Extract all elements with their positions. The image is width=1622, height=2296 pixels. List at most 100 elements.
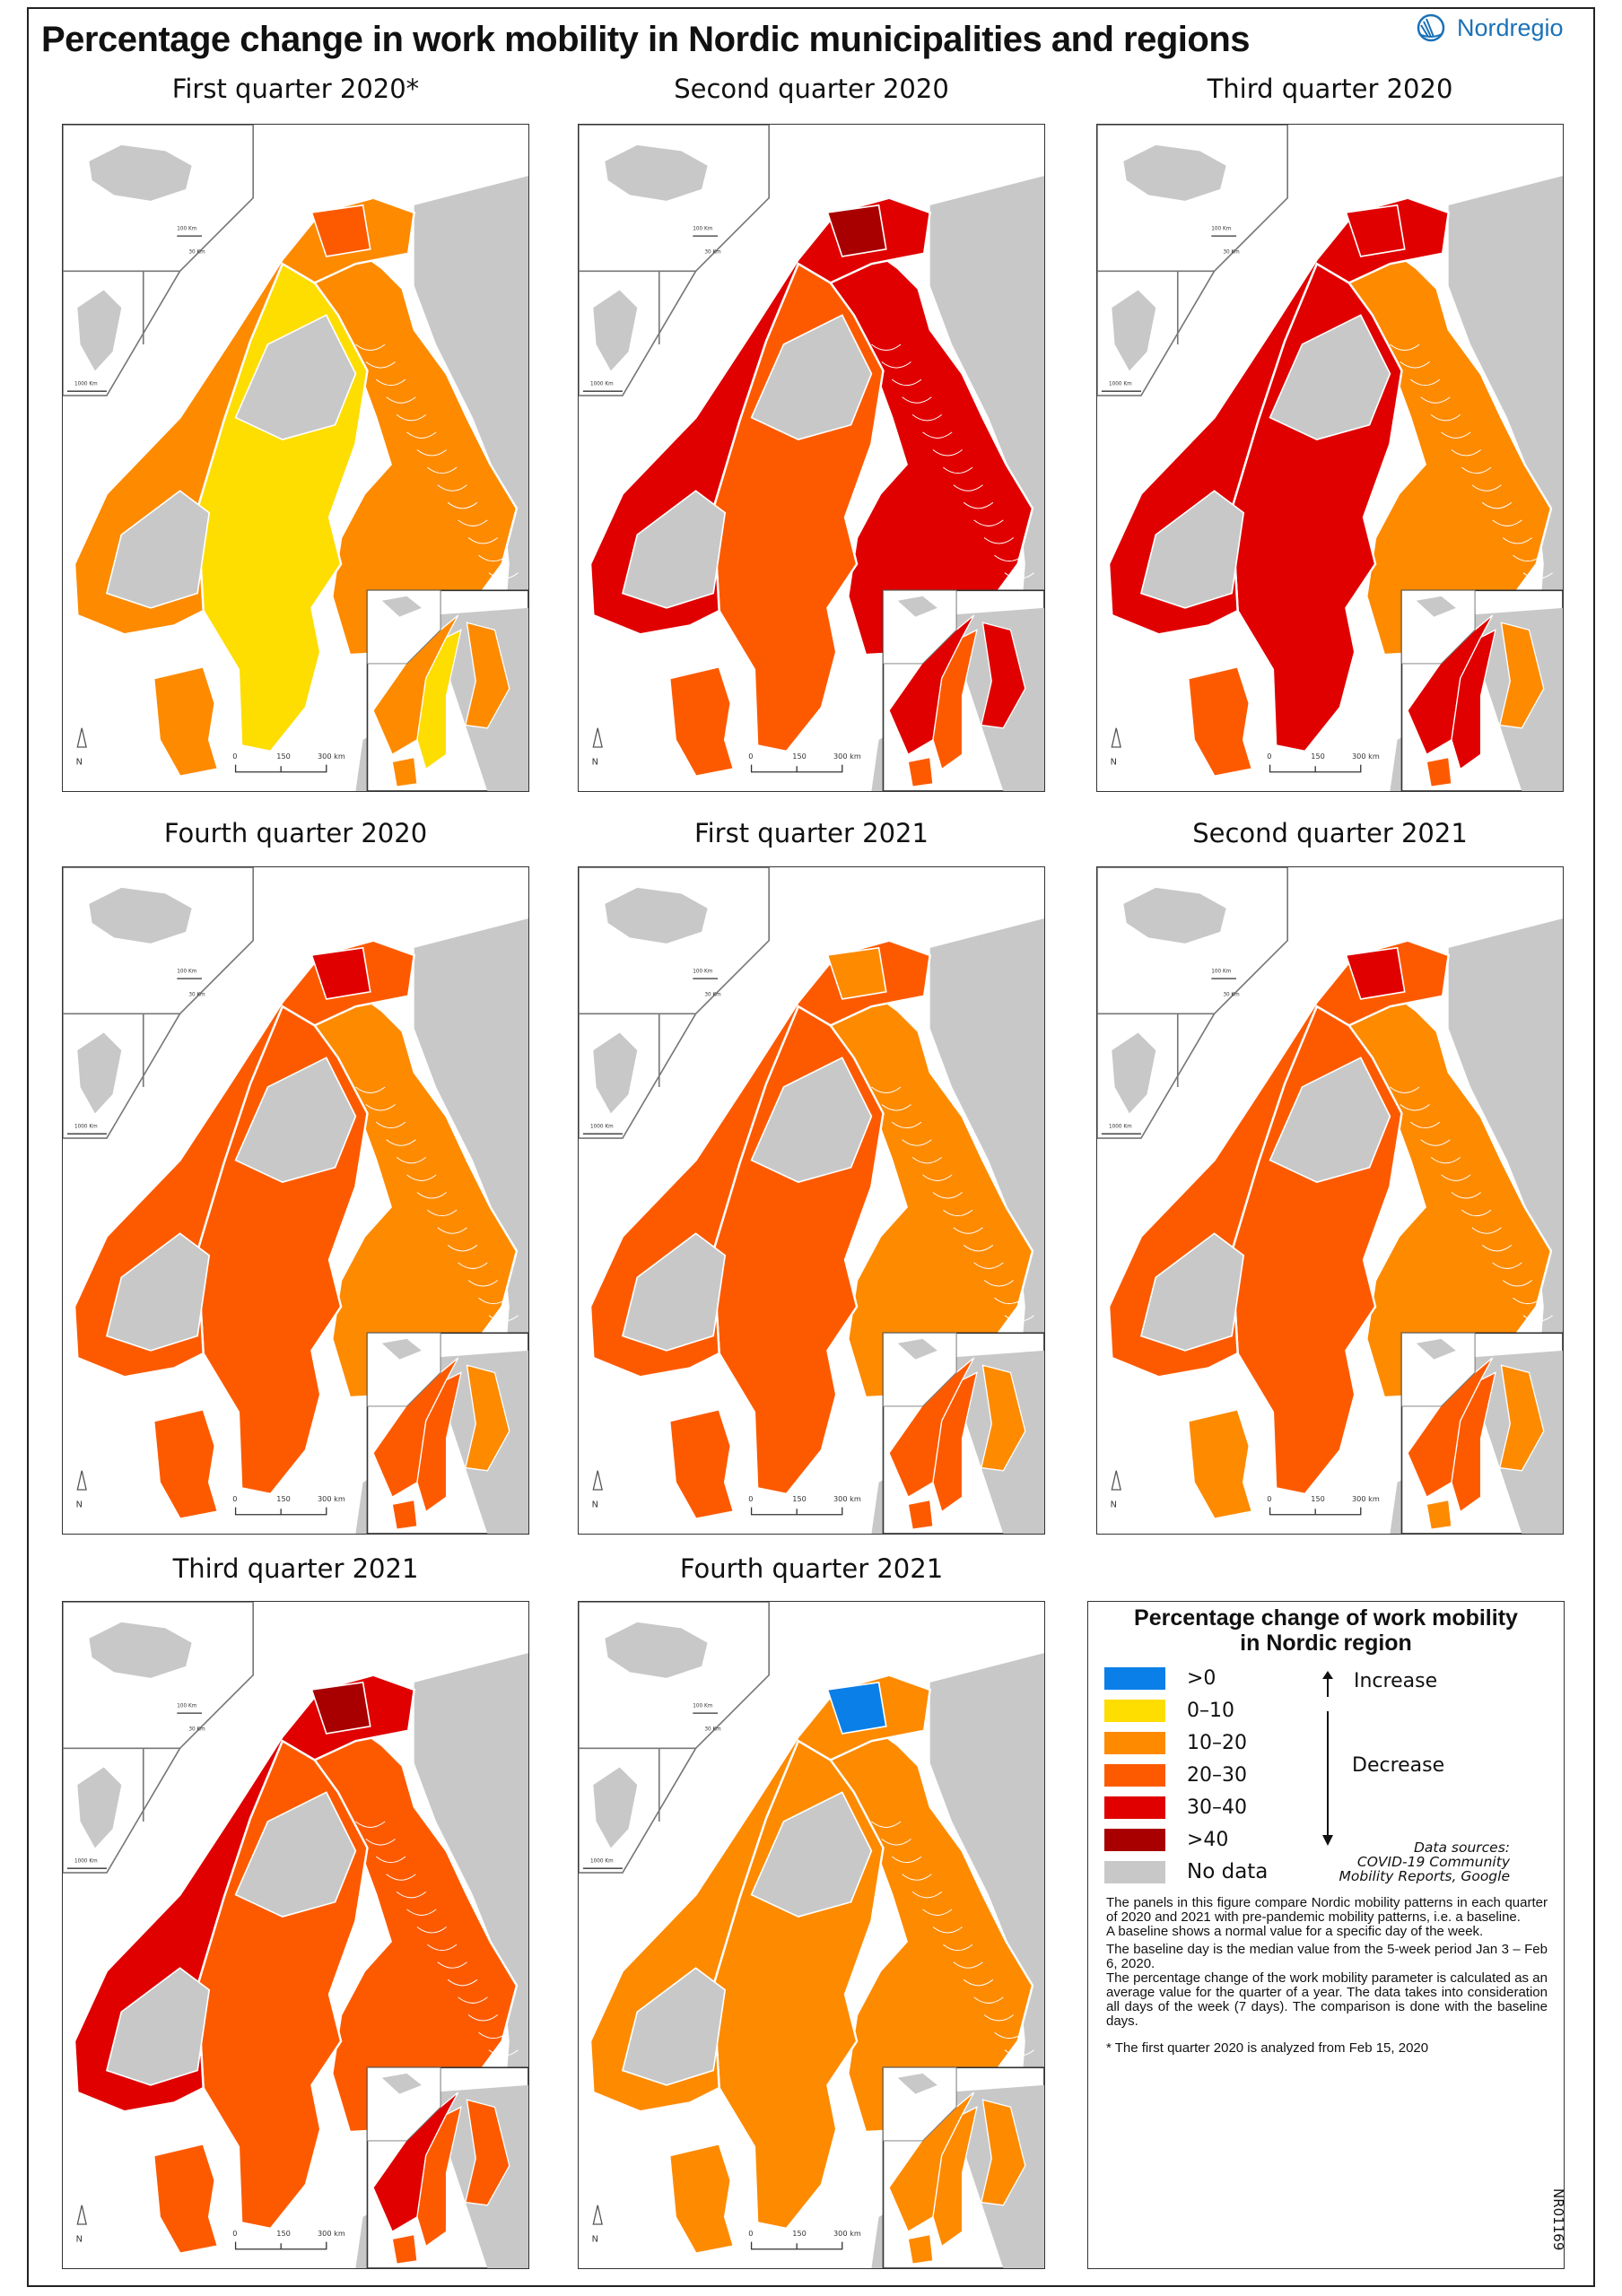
- no-data-region: [234, 1057, 357, 1183]
- accent-region: [310, 946, 371, 1000]
- scale-label: 300 km: [318, 752, 345, 761]
- north-arrow-icon: [592, 1470, 603, 1491]
- municipality-border: [427, 1944, 458, 1952]
- municipality-border: [416, 1192, 447, 1199]
- legend-item: >0: [1104, 1663, 1216, 1693]
- scale-label: 0: [748, 752, 753, 761]
- sweden-region: [1451, 1371, 1496, 1513]
- municipality-border: [1430, 413, 1461, 422]
- arrow-down-icon: [1322, 1711, 1333, 1846]
- municipality-border: [416, 449, 447, 457]
- greenland-region: [77, 290, 122, 371]
- no-data-region: [750, 314, 873, 440]
- municipality-border: [467, 1280, 499, 1287]
- map-panel: 100 Km 30 Km 1000 Km N 0 150 300 km: [578, 1601, 1045, 2269]
- finland-region: [981, 1364, 1026, 1472]
- municipality-border: [881, 1839, 911, 1846]
- municipality-border: [1513, 554, 1543, 562]
- denmark-region: [1186, 1407, 1254, 1521]
- legend-label: >0: [1187, 1666, 1216, 1690]
- scale-label: 0: [1267, 1494, 1271, 1503]
- municipality-border: [943, 1209, 973, 1217]
- municipality-border: [1471, 1227, 1502, 1234]
- municipality-border: [365, 361, 396, 369]
- municipality-border: [406, 431, 437, 439]
- legend-label: 30–40: [1187, 1796, 1247, 1819]
- no-data-region: [105, 490, 211, 609]
- municipality-border: [416, 1926, 447, 1934]
- legend-swatch: [1104, 1828, 1165, 1851]
- municipality-border: [447, 501, 478, 509]
- overview-inset: [366, 2066, 528, 2268]
- iceland-scale-label: 100 Km: [693, 227, 712, 232]
- municipality-border: [994, 554, 1025, 562]
- legend-item: 20–30: [1104, 1760, 1247, 1790]
- municipality-border: [1409, 1121, 1441, 1129]
- overview-inset: [366, 1332, 528, 1534]
- scale-bar: [234, 1507, 327, 1516]
- legend-swatch: [1104, 1796, 1165, 1819]
- municipality-border: [953, 1227, 983, 1234]
- municipality-border: [386, 1874, 416, 1881]
- denmark-region: [907, 2233, 934, 2265]
- scale-label: 0: [232, 752, 237, 761]
- legend-label: 20–30: [1187, 1763, 1247, 1787]
- figure-frame: [27, 7, 1595, 2287]
- nordregio-swan-icon: [1417, 13, 1445, 42]
- legend-swatch: [1104, 1666, 1165, 1690]
- scale-label: 300 km: [833, 1494, 861, 1503]
- decrease-label: Decrease: [1352, 1754, 1445, 1777]
- sweden-region: [416, 1371, 462, 1513]
- municipality-border: [447, 1244, 478, 1252]
- municipality-border: [1461, 466, 1492, 474]
- municipality-border: [891, 1121, 922, 1129]
- north-label: N: [1111, 758, 1117, 768]
- municipality-border: [1420, 396, 1451, 404]
- scale-label: 150: [276, 752, 291, 761]
- north-arrow-icon: [592, 2205, 603, 2225]
- north-label: N: [1111, 1500, 1117, 1510]
- municipality-border: [427, 1209, 458, 1217]
- municipality-border: [1420, 1139, 1451, 1146]
- sources-line3: Mobility Reports, Google: [1339, 1868, 1510, 1884]
- map-svg: 100 Km 30 Km 1000 Km N 0 150 300 km: [579, 1602, 1044, 2268]
- scale-bar: [750, 2241, 843, 2250]
- arrow-up-icon: [1322, 1671, 1333, 1697]
- overview-inset: [882, 589, 1044, 791]
- no-data-region: [105, 1967, 211, 2086]
- north-label: N: [76, 2235, 83, 2245]
- municipality-border: [406, 1174, 437, 1181]
- denmark-region: [391, 1499, 418, 1530]
- iceland-scale-label: 100 Km: [1211, 970, 1231, 975]
- mini-inset-box: [366, 2066, 441, 2142]
- denmark-region: [152, 1407, 220, 1521]
- faroe-scale-label: 30 Km: [188, 993, 205, 998]
- greenland-scale-label: 1000 Km: [590, 1859, 614, 1865]
- municipality-border: [973, 1996, 1004, 2004]
- no-data-region: [234, 1791, 357, 1918]
- north-arrow-icon: [76, 1470, 87, 1491]
- municipality-border: [881, 361, 911, 369]
- iceland-region: [605, 887, 708, 944]
- legend-swatch: [1104, 1731, 1165, 1754]
- municipality-border: [467, 537, 499, 544]
- legend-label: No data: [1187, 1860, 1269, 1883]
- greenland-region: [593, 1767, 638, 1848]
- finland-region: [465, 622, 510, 729]
- denmark-region: [152, 665, 220, 778]
- iceland-region: [89, 1622, 192, 1678]
- mini-inset-box: [366, 1332, 441, 1407]
- legend-label: 0–10: [1187, 1699, 1234, 1722]
- north-label: N: [76, 1500, 83, 1510]
- municipality-border: [478, 554, 509, 562]
- greenland-scale-label: 1000 Km: [1109, 382, 1132, 387]
- municipality-border: [1409, 378, 1441, 387]
- iceland-scale-label: 100 Km: [693, 1704, 712, 1709]
- municipality-border: [943, 466, 973, 474]
- municipality-border: [1522, 1315, 1553, 1322]
- scale-bar: [234, 2241, 327, 2250]
- municipality-border: [488, 2049, 519, 2057]
- no-data-region: [621, 490, 727, 609]
- legend-item: >40: [1104, 1824, 1228, 1855]
- methodology-notes: The panels in this figure compare Nordic…: [1106, 1896, 1548, 2029]
